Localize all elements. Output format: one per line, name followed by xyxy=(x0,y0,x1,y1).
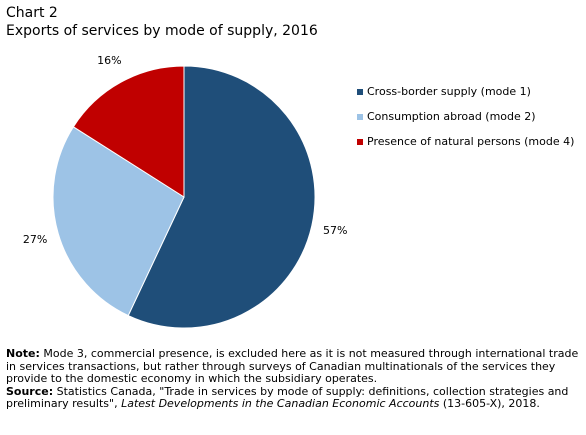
source-label: Source: xyxy=(6,384,54,398)
source-italic: Latest Developments in the Canadian Econ… xyxy=(121,397,440,410)
note-text: Mode 3, commercial presence, is excluded… xyxy=(6,347,579,385)
source: Source: Statistics Canada, "Trade in ser… xyxy=(6,384,582,411)
source-text: Statistics Canada, "Trade in services by… xyxy=(6,384,569,410)
data-label: 27% xyxy=(23,233,47,246)
notes: Note: Mode 3, commercial presence, is ex… xyxy=(6,347,582,411)
legend-swatch xyxy=(357,139,363,145)
chart-title: Chart 2 xyxy=(6,5,58,21)
pie-slice xyxy=(127,65,316,329)
chart: 57% Cross-border supply (mode 1) 27% Consum… xyxy=(23,54,574,329)
legend-label: Presence of natural persons (mode 4) xyxy=(367,135,574,148)
data-label: 57% xyxy=(323,224,347,237)
note-label: Note: xyxy=(6,347,40,360)
title-block: Chart 2 Exports of services by mode of s… xyxy=(6,4,318,40)
legend-label: Cross-border supply (mode 1) xyxy=(367,85,531,98)
data-label: 16% xyxy=(97,54,121,67)
legend-swatch xyxy=(357,114,363,120)
legend-label: Consumption abroad (mode 2) xyxy=(367,110,536,123)
pie-slice xyxy=(72,65,185,198)
source-end: (13-605-X), 2018. xyxy=(442,397,540,410)
pie-slice xyxy=(52,126,185,317)
note: Note: Mode 3, commercial presence, is ex… xyxy=(6,347,582,386)
legend-swatch xyxy=(357,89,363,95)
chart-subtitle: Exports of services by mode of supply, 2… xyxy=(6,23,318,39)
